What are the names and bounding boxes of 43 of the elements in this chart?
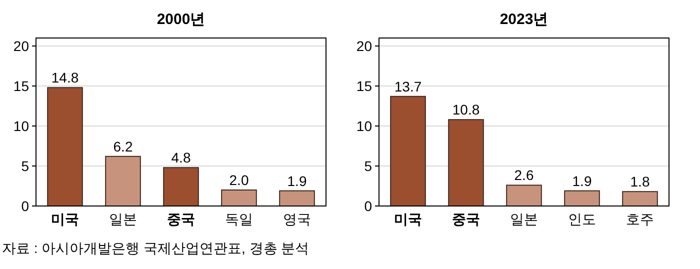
y-tick-label: 0 (364, 198, 372, 214)
data-label: 1.9 (572, 172, 592, 189)
bar (221, 190, 257, 206)
x-tick-label: 호주 (626, 211, 654, 227)
data-label: 1.8 (630, 174, 650, 190)
y-tick-label: 5 (21, 158, 30, 174)
data-label: 4.8 (171, 150, 191, 166)
y-tick-label: 15 (13, 78, 30, 94)
x-tick-label: 중국 (167, 211, 195, 227)
chart-title: 2023년 (500, 11, 548, 28)
y-tick-label: 5 (364, 158, 372, 174)
data-label: 2.6 (514, 167, 534, 184)
x-tick-label: 중국 (452, 211, 480, 227)
bar (506, 184, 542, 206)
text: 자료 : 아시아개발은행 국제산업연관표, 경총 분석 (2, 240, 310, 256)
bar (390, 96, 426, 206)
bar (47, 87, 83, 206)
x-tick-label: 영국 (283, 211, 311, 227)
y-tick-label: 10 (13, 118, 30, 134)
x-tick-label: 미국 (51, 211, 79, 227)
data-label: 1.9 (287, 172, 307, 189)
bar (279, 190, 315, 206)
x-tick-label: 인도 (568, 211, 596, 227)
x-tick-label: 일본 (109, 211, 137, 227)
bar (163, 167, 199, 206)
y-tick-label: 10 (356, 118, 372, 134)
bar (564, 190, 600, 206)
data-label: 14.8 (51, 70, 79, 86)
data-label: 2.0 (229, 172, 249, 188)
bar (105, 156, 141, 206)
x-tick-label: 미국 (394, 211, 422, 227)
bar (448, 119, 484, 206)
y-tick-label: 20 (13, 38, 30, 54)
x-tick-label: 독일 (225, 211, 253, 227)
y-tick-label: 0 (21, 198, 30, 214)
y-tick-label: 15 (356, 78, 372, 94)
x-tick-label: 일본 (510, 211, 538, 227)
data-label: 6.2 (113, 138, 133, 154)
y-tick-label: 20 (356, 38, 372, 54)
bar (622, 191, 658, 206)
data-label: 10.8 (452, 102, 480, 118)
data-label: 13.7 (394, 78, 422, 94)
chart-title: 2000년 (156, 11, 206, 28)
